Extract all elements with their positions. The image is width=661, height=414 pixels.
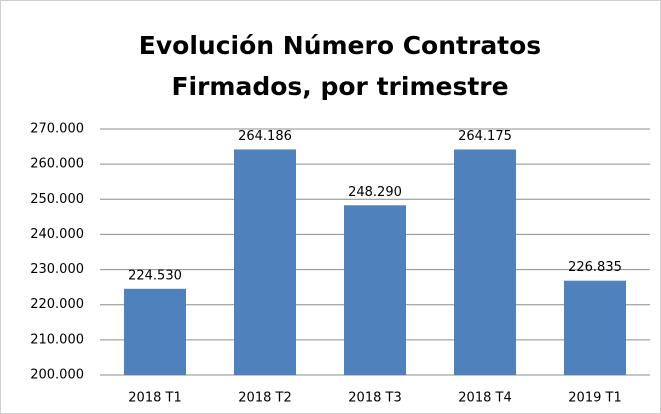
data-label: 248.290 (348, 185, 402, 200)
y-tick-label: 250.000 (30, 192, 84, 207)
y-tick-label: 240.000 (30, 227, 84, 242)
y-tick-label: 210.000 (30, 332, 84, 347)
y-tick-label: 220.000 (30, 297, 84, 312)
y-tick-label: 230.000 (30, 262, 84, 277)
bar (234, 149, 296, 375)
bar (564, 280, 626, 375)
data-label: 226.835 (568, 260, 622, 275)
x-tick-label: 2019 T1 (568, 391, 621, 406)
chart-title: Evolución Número Contratos (139, 31, 541, 60)
bar (454, 149, 516, 375)
x-tick-label: 2018 T2 (238, 391, 291, 406)
chart-title: Firmados, por trimestre (171, 72, 508, 101)
bar (124, 288, 186, 375)
y-tick-label: 260.000 (30, 157, 84, 172)
x-tick-label: 2018 T1 (128, 391, 181, 406)
bar (344, 205, 406, 375)
x-tick-label: 2018 T3 (348, 391, 401, 406)
y-tick-label: 270.000 (30, 122, 84, 137)
x-tick-label: 2018 T4 (458, 391, 511, 406)
data-label: 264.175 (458, 129, 512, 144)
data-label: 264.186 (238, 129, 292, 144)
y-tick-label: 200.000 (30, 368, 84, 383)
data-label: 224.530 (128, 268, 182, 283)
